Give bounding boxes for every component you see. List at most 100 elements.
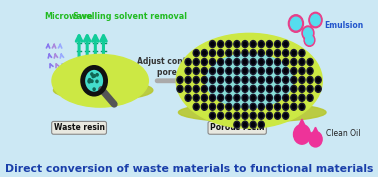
Circle shape <box>193 94 199 101</box>
Circle shape <box>195 96 198 100</box>
Circle shape <box>266 85 273 92</box>
Text: Clean Oil: Clean Oil <box>326 129 361 138</box>
Circle shape <box>276 60 279 64</box>
Circle shape <box>266 67 273 75</box>
Circle shape <box>268 42 271 46</box>
Circle shape <box>308 60 312 64</box>
Circle shape <box>284 114 287 118</box>
Circle shape <box>274 58 280 65</box>
Circle shape <box>235 96 239 100</box>
Circle shape <box>195 78 198 82</box>
Circle shape <box>292 96 296 100</box>
Circle shape <box>242 41 248 48</box>
Circle shape <box>195 69 198 73</box>
Circle shape <box>195 51 198 55</box>
Circle shape <box>88 81 90 83</box>
Circle shape <box>234 103 240 110</box>
Circle shape <box>242 76 248 83</box>
Circle shape <box>234 76 240 83</box>
Circle shape <box>235 42 239 46</box>
Circle shape <box>226 103 232 110</box>
Circle shape <box>209 58 215 65</box>
Circle shape <box>226 85 232 92</box>
Circle shape <box>276 78 279 82</box>
Circle shape <box>251 87 255 91</box>
Circle shape <box>274 76 280 83</box>
Text: Swelling solvent removal: Swelling solvent removal <box>73 12 187 21</box>
Circle shape <box>299 58 305 65</box>
Circle shape <box>227 51 231 55</box>
Circle shape <box>193 58 199 65</box>
Circle shape <box>218 112 224 119</box>
Circle shape <box>291 76 297 83</box>
Circle shape <box>235 78 239 82</box>
Text: Direct conversion of waste materials to functional materials: Direct conversion of waste materials to … <box>5 164 373 174</box>
Circle shape <box>299 50 305 56</box>
Circle shape <box>274 50 280 56</box>
Circle shape <box>186 78 190 82</box>
Circle shape <box>293 125 310 144</box>
Circle shape <box>250 85 256 92</box>
Circle shape <box>219 69 222 73</box>
Circle shape <box>203 60 206 64</box>
Circle shape <box>292 87 296 91</box>
Circle shape <box>242 94 248 101</box>
Circle shape <box>193 50 199 56</box>
Circle shape <box>258 94 264 101</box>
Circle shape <box>291 85 297 92</box>
Circle shape <box>219 87 222 91</box>
Circle shape <box>315 76 321 83</box>
Circle shape <box>195 105 198 109</box>
Circle shape <box>283 103 289 110</box>
Circle shape <box>268 51 271 55</box>
Circle shape <box>251 96 255 100</box>
Ellipse shape <box>176 33 322 128</box>
Circle shape <box>218 76 224 83</box>
Circle shape <box>218 58 224 65</box>
Circle shape <box>243 69 247 73</box>
Circle shape <box>251 123 255 127</box>
Circle shape <box>242 50 248 56</box>
Circle shape <box>300 60 304 64</box>
Circle shape <box>260 42 263 46</box>
Circle shape <box>186 87 190 91</box>
Circle shape <box>251 69 255 73</box>
Circle shape <box>242 121 248 128</box>
Circle shape <box>84 69 104 93</box>
Circle shape <box>268 105 271 109</box>
Circle shape <box>235 51 239 55</box>
Circle shape <box>243 87 247 91</box>
Circle shape <box>268 78 271 82</box>
Circle shape <box>250 94 256 101</box>
Circle shape <box>258 112 264 119</box>
Circle shape <box>300 96 304 100</box>
Circle shape <box>201 50 208 56</box>
Circle shape <box>234 50 240 56</box>
Circle shape <box>211 51 214 55</box>
Circle shape <box>243 78 247 82</box>
Circle shape <box>283 94 289 101</box>
Circle shape <box>96 74 98 76</box>
Circle shape <box>211 60 214 64</box>
Circle shape <box>274 94 280 101</box>
Circle shape <box>186 96 190 100</box>
Circle shape <box>302 26 314 40</box>
Circle shape <box>300 69 304 73</box>
Circle shape <box>260 78 263 82</box>
Circle shape <box>219 105 222 109</box>
Circle shape <box>251 51 255 55</box>
Circle shape <box>251 60 255 64</box>
Circle shape <box>311 15 320 25</box>
Circle shape <box>276 51 279 55</box>
Circle shape <box>219 51 222 55</box>
Circle shape <box>309 12 322 28</box>
Circle shape <box>193 103 199 110</box>
Circle shape <box>276 87 279 91</box>
Circle shape <box>292 105 296 109</box>
Circle shape <box>309 132 322 147</box>
Circle shape <box>276 42 279 46</box>
Circle shape <box>250 50 256 56</box>
Circle shape <box>283 41 289 48</box>
Circle shape <box>243 96 247 100</box>
Circle shape <box>292 69 296 73</box>
